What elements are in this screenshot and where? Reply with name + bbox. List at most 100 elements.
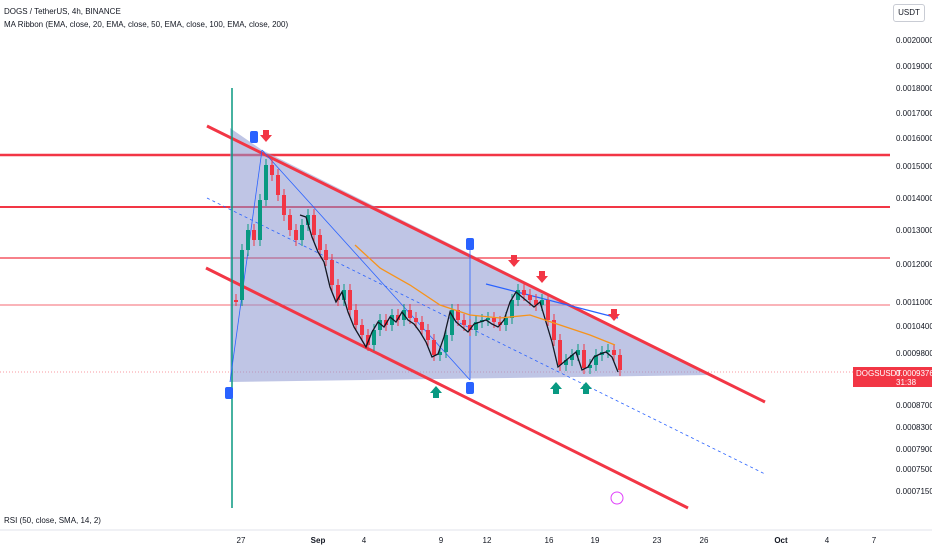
event-badge-icon	[466, 238, 474, 250]
ma-fast-line	[299, 214, 619, 373]
x-tick-label: Sep	[311, 536, 326, 545]
y-tick-label: 0.0014000	[896, 194, 932, 203]
y-axis: 0.0020000 0.0019000 0.0018000 0.0017000 0.00…	[896, 36, 932, 496]
candle-body	[264, 165, 268, 200]
y-tick-label: 0.0009800	[896, 349, 932, 358]
y-tick-label: 0.0007900	[896, 445, 932, 454]
candle-body	[324, 250, 328, 260]
y-tick-label: 0.0008300	[896, 423, 932, 432]
candle-body	[378, 320, 382, 330]
candle-body	[276, 175, 280, 195]
candle-body	[348, 290, 352, 310]
y-tick-label: 0.0012000	[896, 260, 932, 269]
price-tag-timer: 31:38	[896, 378, 917, 387]
candle-body	[312, 215, 316, 235]
x-axis: 27 Sep 4 9 12 16 19 23 26 Oct 4 7	[0, 529, 932, 545]
y-tick-label: 0.0007150	[896, 487, 932, 496]
candle-body	[606, 350, 610, 352]
x-tick-label: 4	[825, 536, 830, 545]
ma-ribbon	[299, 214, 619, 373]
candle-body	[510, 300, 514, 318]
candle-body	[354, 310, 358, 325]
currency-button[interactable]: USDT	[893, 4, 925, 22]
event-badge-icon	[466, 382, 474, 394]
y-tick-label: 0.0019000	[896, 62, 932, 71]
x-tick-label: 12	[483, 536, 492, 545]
candle-body	[246, 230, 250, 250]
x-tick-label: 27	[237, 536, 246, 545]
candle-body	[408, 310, 412, 318]
candle-body	[270, 165, 274, 175]
candle-body	[468, 325, 472, 330]
impulse-line	[229, 149, 263, 383]
candle-body	[438, 352, 442, 355]
candle-body	[240, 250, 244, 300]
price-tag-symbol: DOGSUSDT	[856, 369, 901, 378]
x-tick-label: 19	[591, 536, 600, 545]
channel-upper-line	[206, 124, 766, 404]
candle-body	[576, 350, 580, 355]
candle-body	[432, 340, 436, 355]
candle-body	[390, 315, 394, 325]
rsi-label: RSI (50, close, SMA, 14, 2)	[4, 516, 101, 525]
candle-body	[252, 230, 256, 240]
candle-body	[342, 290, 346, 300]
y-tick-label: 0.0020000	[896, 36, 932, 45]
candle-body	[420, 322, 424, 330]
down-arrow-icon	[260, 130, 272, 142]
candle-body	[366, 335, 370, 345]
y-tick-label: 0.0018000	[896, 84, 932, 93]
price-tag-value: 0.0009376	[896, 369, 932, 378]
candle-body	[522, 290, 526, 295]
lightning-icon	[610, 491, 624, 505]
chart-title: DOGS / TetherUS, 4h, BINANCE	[4, 7, 121, 16]
y-tick-label: 0.0011000	[896, 298, 932, 307]
candle-body	[318, 235, 322, 250]
candle-body	[450, 310, 454, 335]
candle-body	[444, 335, 448, 352]
candle-body	[594, 355, 598, 365]
down-arrow-icon	[608, 309, 620, 321]
candle-body	[540, 300, 544, 305]
candle-body	[612, 350, 616, 355]
x-tick-label: Oct	[774, 536, 788, 545]
candle-body	[294, 230, 298, 240]
indicator-label: MA Ribbon (EMA, close, 20, EMA, close, 5…	[4, 20, 289, 29]
down-arrow-icon	[508, 255, 520, 267]
price-tag	[853, 367, 932, 387]
y-tick-label: 0.0008700	[896, 401, 932, 410]
candle-body	[234, 300, 238, 302]
candle-body	[474, 322, 478, 330]
x-tick-label: 23	[653, 536, 662, 545]
candle-body	[570, 355, 574, 360]
y-tick-label: 0.0010400	[896, 322, 932, 331]
down-arrow-icon	[536, 271, 548, 283]
candle-body	[414, 318, 418, 322]
channel-lower-line	[205, 266, 689, 510]
candle-body	[558, 340, 562, 365]
candle-body	[588, 365, 592, 368]
candle-body	[534, 300, 538, 305]
candle-body	[258, 200, 262, 240]
y-tick-label: 0.0017000	[896, 109, 932, 118]
candle-body	[330, 260, 334, 285]
x-tick-label: 7	[872, 536, 877, 545]
x-tick-label: 16	[545, 536, 554, 545]
candle-body	[360, 325, 364, 335]
up-arrow-icon	[580, 382, 592, 394]
candle-body	[300, 225, 304, 240]
candle-body	[528, 295, 532, 300]
candle-body	[504, 318, 508, 325]
candle-body	[282, 195, 286, 215]
x-tick-label: 26	[700, 536, 709, 545]
x-tick-label: 9	[439, 536, 444, 545]
candle-body	[564, 360, 568, 365]
short-trend-line	[485, 283, 619, 319]
candle-body	[498, 322, 502, 325]
candle-body	[372, 330, 376, 345]
candle-body	[336, 285, 340, 300]
candle-body	[516, 290, 520, 300]
y-tick-label: 0.0016000	[896, 134, 932, 143]
candle-body	[456, 310, 460, 320]
